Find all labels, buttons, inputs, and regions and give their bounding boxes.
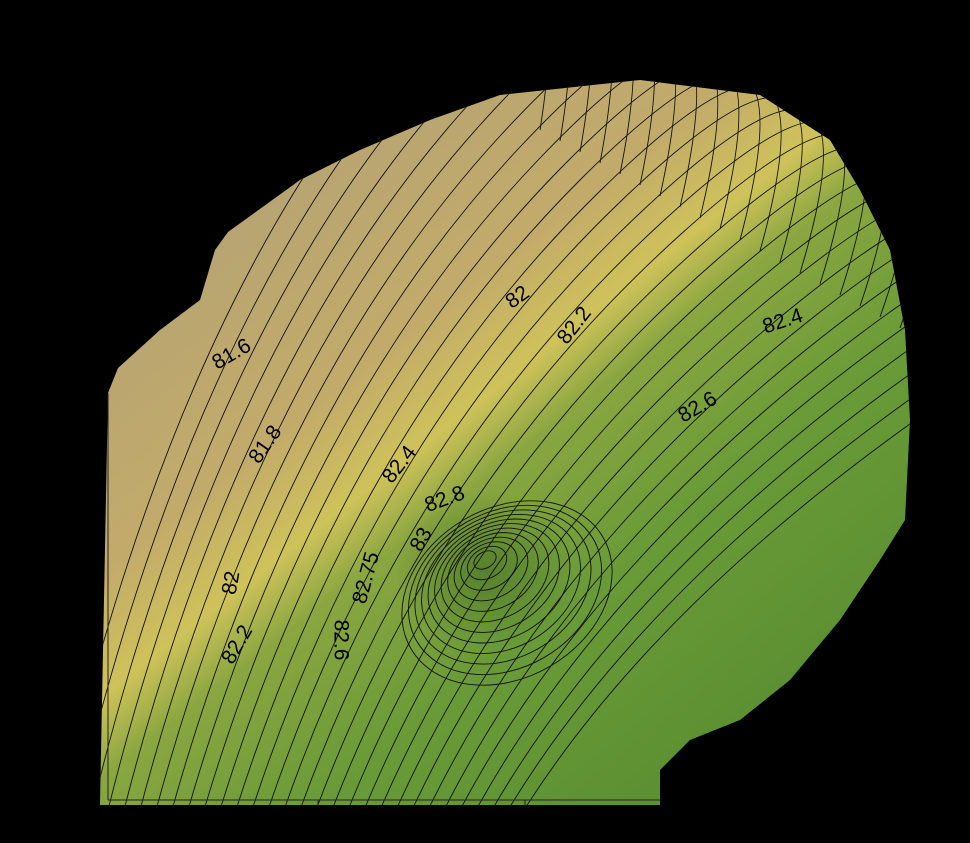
contour-line bbox=[155, 80, 677, 805]
contour-ring bbox=[440, 527, 550, 623]
contour-line bbox=[427, 228, 910, 805]
contour-line bbox=[219, 80, 761, 805]
contour-line bbox=[139, 80, 656, 805]
surface bbox=[100, 80, 910, 805]
contour-line bbox=[107, 80, 613, 805]
contour-ring bbox=[460, 541, 518, 591]
contour-line bbox=[123, 80, 634, 805]
contour-line bbox=[443, 240, 910, 805]
contour-line bbox=[171, 80, 698, 805]
contour-lines bbox=[100, 80, 910, 805]
contour-ring bbox=[466, 545, 508, 581]
contour-line bbox=[347, 168, 910, 805]
contour-label: 82.6 bbox=[329, 620, 352, 661]
contour-ring bbox=[427, 518, 571, 644]
contour-line bbox=[379, 192, 910, 805]
contour-ring bbox=[473, 550, 497, 570]
contour-line bbox=[475, 264, 910, 805]
contour-ring bbox=[447, 532, 539, 612]
contour-line bbox=[395, 204, 910, 805]
contour-ring bbox=[414, 509, 592, 665]
contour-line bbox=[459, 252, 910, 805]
contour-line bbox=[187, 80, 719, 805]
contour-ring bbox=[407, 504, 603, 676]
contour-line bbox=[363, 180, 910, 805]
peak-shade bbox=[395, 490, 575, 650]
contour-line bbox=[507, 288, 910, 805]
contour-ring bbox=[453, 536, 529, 602]
contour-ring bbox=[401, 500, 613, 686]
frame bbox=[107, 393, 660, 806]
contour-ring bbox=[434, 523, 560, 633]
contour-line bbox=[523, 300, 910, 805]
contour-line bbox=[235, 84, 782, 805]
contour-ring bbox=[421, 514, 581, 654]
contour-label: 82 bbox=[218, 569, 245, 596]
contour-line bbox=[411, 216, 910, 805]
